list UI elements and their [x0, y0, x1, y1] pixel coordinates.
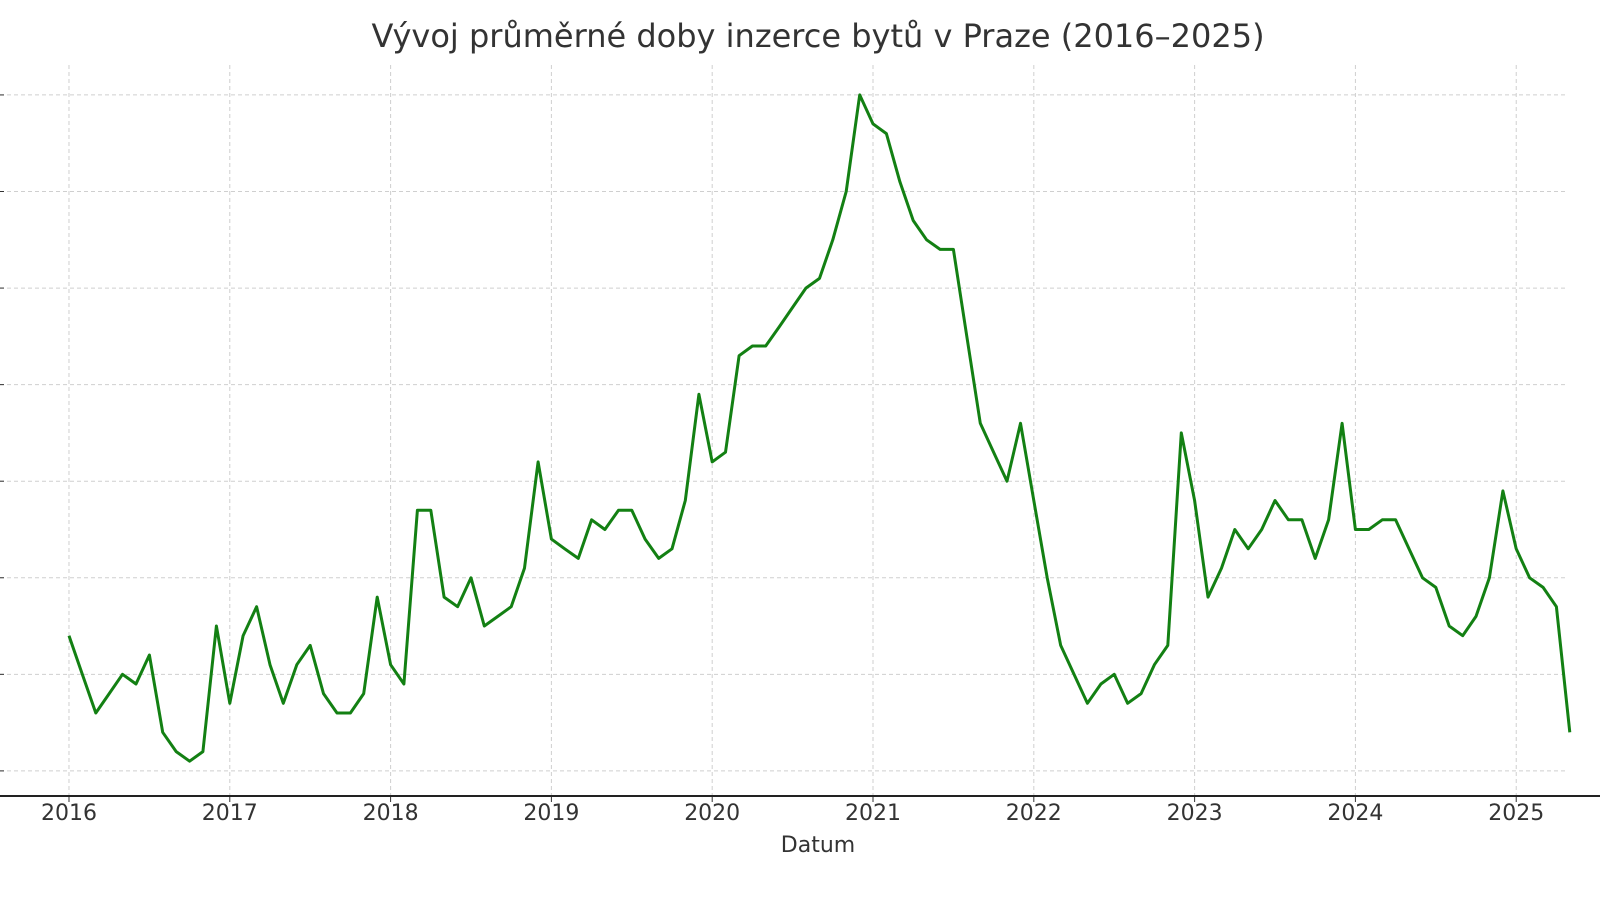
x-tick-label: 2025	[1488, 801, 1544, 826]
x-tick-label: 2018	[363, 801, 419, 826]
x-tick-label: 2024	[1327, 801, 1383, 826]
x-tick-label: 2016	[41, 801, 97, 826]
x-axis-label: Datum	[781, 833, 855, 858]
x-tick-label: 2022	[1006, 801, 1062, 826]
x-tick-label: 2019	[523, 801, 579, 826]
x-tick-label: 2020	[684, 801, 740, 826]
x-tick-label: 2017	[202, 801, 258, 826]
x-tick-label: 2023	[1167, 801, 1223, 826]
chart-title: Vývoj průměrné doby inzerce bytů v Praze…	[371, 17, 1264, 55]
x-tick-label: 2021	[845, 801, 901, 826]
series-line	[67, 93, 1572, 763]
